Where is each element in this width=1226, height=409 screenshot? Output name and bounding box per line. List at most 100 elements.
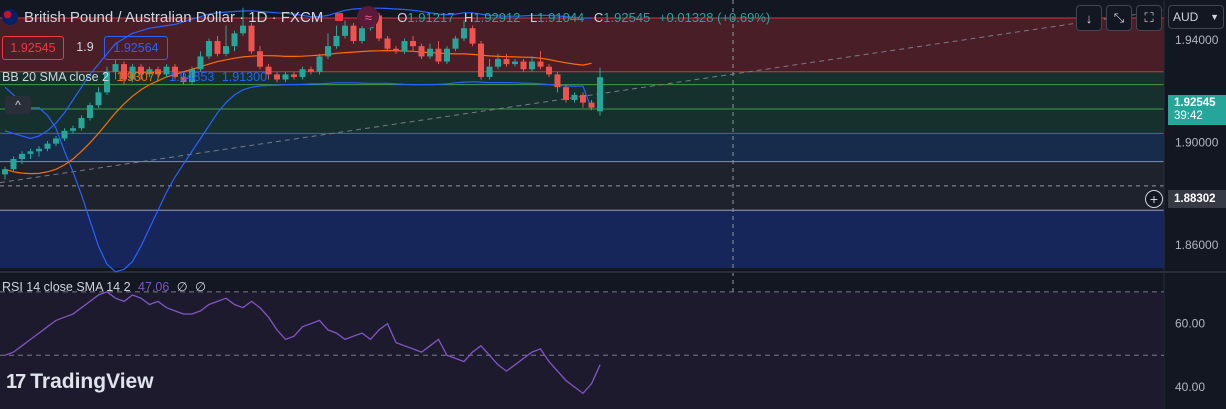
- candle-body-65: [554, 74, 561, 88]
- candle-body-32: [274, 74, 280, 80]
- candle-body-63: [537, 61, 544, 67]
- rsi-band: [0, 291, 1164, 409]
- candle-body-50: [427, 48, 433, 57]
- bb-upper-line: [4, 7, 592, 140]
- candle-body-62: [529, 61, 535, 70]
- candle-body-51: [435, 48, 442, 62]
- wave-icon[interactable]: ≈: [357, 6, 380, 28]
- candle-body-25: [214, 41, 221, 54]
- candle-body-20: [172, 66, 178, 77]
- ohlc-open-key: O: [397, 9, 408, 25]
- price-tick-1: 1.90000: [1175, 135, 1219, 149]
- candle-body-13: [112, 64, 119, 72]
- candle-body-44: [376, 15, 382, 39]
- ohlc-low-key: L: [530, 9, 538, 25]
- plus-icon[interactable]: +: [1145, 190, 1163, 208]
- rsi-label: RSI 14 close SMA 14 2: [2, 280, 131, 294]
- candle-body-14: [121, 64, 127, 80]
- ohlc-readout: O1.91217 H1.92912 L1.91044 C1.92545 +0.0…: [391, 10, 770, 25]
- candle-body-70: [597, 77, 603, 112]
- candle-body-12: [104, 71, 110, 93]
- candle-body-7: [61, 130, 68, 139]
- candle-body-35: [299, 69, 306, 77]
- candle-body-33: [282, 74, 289, 80]
- chevron-down-icon: ▼: [1210, 12, 1219, 22]
- candle-body-1: [10, 159, 17, 170]
- bb-upper-value: 1.94853: [169, 70, 215, 84]
- candle-body-2: [19, 153, 25, 160]
- candle-body-53: [452, 38, 459, 49]
- screenshot-icon[interactable]: ⛶: [1136, 5, 1162, 31]
- candle-body-11: [95, 92, 102, 106]
- ohlc-open-value: 1.91217: [407, 9, 455, 25]
- price-tick-2: 1.86000: [1175, 238, 1219, 252]
- candle-body-55: [469, 28, 476, 44]
- candle-body-40: [342, 25, 348, 36]
- candle-body-26: [223, 46, 229, 54]
- candle-body-3: [27, 151, 34, 154]
- bb-lower-line: [4, 81, 593, 273]
- collapse-legend-button[interactable]: ^: [5, 96, 31, 114]
- rsi-extra-1: ∅: [176, 280, 188, 294]
- candle-body-6: [53, 138, 59, 144]
- candle-body-22: [189, 69, 195, 83]
- candle-body-19: [163, 66, 170, 75]
- bb-label: BB 20 SMA close 2: [2, 70, 110, 84]
- candle-body-23: [197, 56, 204, 70]
- candle-body-38: [325, 46, 331, 57]
- ohlc-change: +0.01328 (+0.69%): [658, 9, 771, 25]
- candle-body-30: [257, 51, 263, 67]
- rsi-line: [4, 291, 601, 395]
- candle-body-47: [401, 41, 408, 52]
- candle-body-68: [580, 94, 586, 103]
- candle-body-66: [563, 87, 569, 101]
- rsi-value: 47.06: [138, 280, 170, 294]
- rsi-extra-2: ∅: [195, 280, 207, 294]
- bb-lower-value: 1.91300: [221, 70, 268, 84]
- candle-body-61: [520, 61, 527, 70]
- candle-body-9: [78, 117, 85, 129]
- arrow-down-icon[interactable]: ↓: [1076, 5, 1102, 31]
- candle-body-27: [231, 33, 238, 47]
- candle-body-39: [333, 35, 340, 47]
- currency-label: AUD: [1173, 10, 1199, 24]
- symbol-header: British Pound / Australian Dollar · 1D ·…: [0, 6, 770, 28]
- candle-body-60: [512, 61, 518, 65]
- expand-icon[interactable]: ⤡: [1106, 5, 1132, 31]
- currency-select[interactable]: AUD ▼: [1168, 5, 1224, 29]
- candle-body-24: [206, 41, 212, 57]
- ohlc-close-value: 1.92545: [603, 9, 651, 25]
- bb-basis-value: 1.93077: [116, 70, 162, 84]
- candle-body-15: [129, 66, 136, 80]
- candle-body-37: [316, 56, 323, 72]
- tradingview-logo[interactable]: 17 TradingView: [6, 370, 154, 394]
- candle-body-36: [308, 69, 314, 72]
- bar-countdown: 39:42: [1174, 110, 1203, 122]
- symbol-title[interactable]: British Pound / Australian Dollar · 1D ·…: [24, 8, 324, 26]
- current-price-label: 1.92545 39:42: [1168, 95, 1226, 125]
- candle-body-41: [350, 25, 357, 42]
- candle-body-31: [265, 66, 272, 75]
- candle-body-64: [546, 66, 552, 75]
- sell-button[interactable]: 1.92545: [2, 36, 64, 60]
- candle-body-0: [2, 169, 8, 175]
- bb-legend[interactable]: BB 20 SMA close 2 1.93077 1.94853 1.9130…: [2, 70, 267, 84]
- candle-body-21: [180, 76, 187, 83]
- spread-value: 1.9: [76, 40, 94, 54]
- current-price-value: 1.92545: [1174, 97, 1216, 109]
- candle-body-58: [495, 58, 501, 67]
- candle-body-49: [418, 46, 425, 57]
- rsi-tick-0: 60.00: [1175, 317, 1205, 331]
- logo-mark: 17: [6, 370, 26, 393]
- crosshair-price-label: 1.88302: [1168, 190, 1226, 208]
- ohlc-close-key: C: [593, 9, 604, 25]
- rsi-legend[interactable]: RSI 14 close SMA 14 2 47.06 ∅ ∅: [2, 279, 206, 294]
- candle-body-67: [571, 94, 578, 101]
- candle-body-42: [359, 28, 365, 42]
- candle-body-57: [486, 66, 493, 77]
- buy-button[interactable]: 1.92564: [104, 36, 168, 60]
- candle-body-10: [87, 105, 93, 118]
- candle-body-69: [588, 102, 595, 108]
- rsi-tick-1: 40.00: [1175, 380, 1205, 394]
